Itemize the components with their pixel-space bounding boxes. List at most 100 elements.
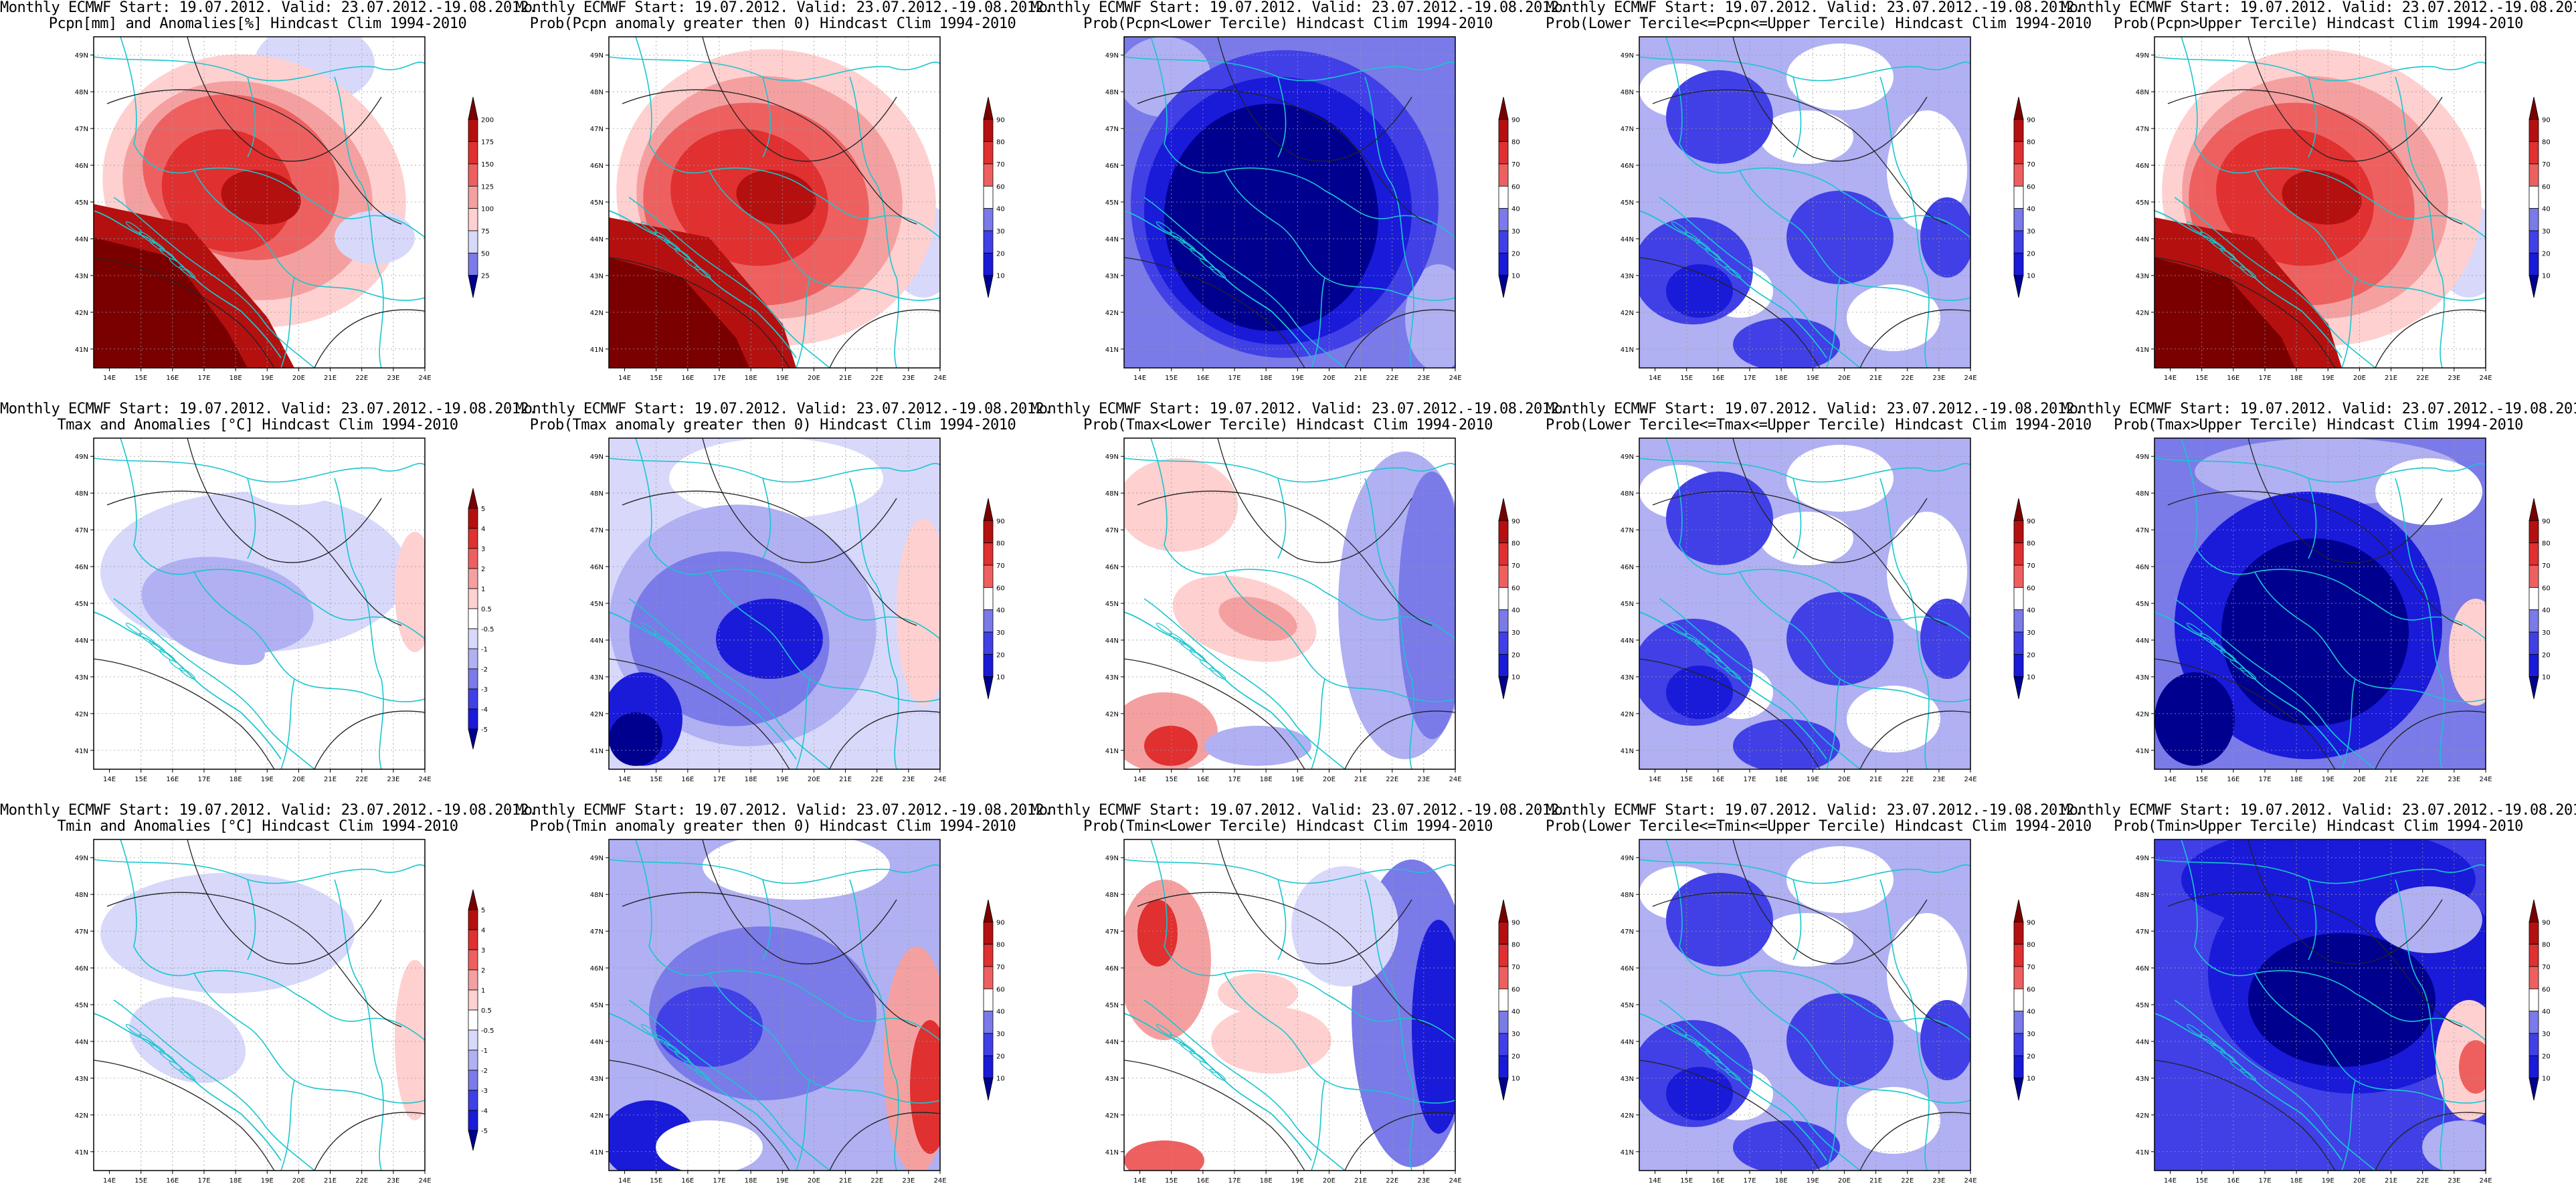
y-tick-label: 45N <box>1621 601 1634 608</box>
y-tick-label: 47N <box>1621 928 1634 936</box>
x-tick-label: 20E <box>1323 1177 1336 1185</box>
legend-swatch <box>983 609 994 633</box>
y-tick-label: 42N <box>1621 1112 1634 1120</box>
legend-label: -3 <box>481 686 488 694</box>
color-legend: 200 175 150 125 100 75 50 25 <box>468 96 494 298</box>
color-legend: 90 80 70 60 40 30 20 10 <box>1498 498 1520 700</box>
legend-label: 2 <box>481 967 485 975</box>
legend-label: 30 <box>2027 629 2035 637</box>
legend-swatch <box>983 275 994 298</box>
x-tick-label: 15E <box>1680 776 1693 783</box>
x-tick-label: 15E <box>1680 375 1693 382</box>
x-tick-label: 24E <box>418 776 431 783</box>
x-tick-label: 18E <box>1775 375 1788 382</box>
legend-label: 90 <box>2542 518 2551 525</box>
y-tick-label: 48N <box>2136 89 2149 96</box>
x-tick-label: 17E <box>713 375 725 382</box>
color-legend: 90 80 70 60 40 30 20 10 <box>2013 899 2035 1101</box>
legend-label: 70 <box>2542 161 2551 169</box>
color-legend: 90 80 70 60 40 30 20 10 <box>1498 899 1520 1101</box>
legend-swatch <box>2013 966 2024 989</box>
y-tick-label: 44N <box>590 236 604 243</box>
legend-swatch <box>468 141 478 165</box>
legend-swatch <box>468 708 478 730</box>
y-tick-label: 44N <box>1621 637 1634 645</box>
legend-swatch <box>983 1033 994 1056</box>
x-tick-label: 19E <box>1291 1177 1304 1185</box>
panel-header-line: Monthly ECMWF Start: 19.07.2012. Valid: … <box>1546 401 2083 417</box>
x-tick-label: 14E <box>2164 1177 2177 1185</box>
panel-title: Prob(Tmax anomaly greater then 0) Hindca… <box>529 417 1016 433</box>
x-tick-label: 21E <box>1869 375 1882 382</box>
legend-label: 60 <box>2542 585 2551 592</box>
y-tick-label: 49N <box>1105 454 1119 461</box>
legend-label: 30 <box>1511 228 1520 235</box>
color-legend: 90 80 70 60 40 30 20 10 <box>2528 899 2551 1101</box>
x-tick-label: 23E <box>387 1177 399 1185</box>
x-tick-label: 19E <box>261 1177 274 1185</box>
x-tick-label: 16E <box>166 776 179 783</box>
legend-label: 25 <box>481 273 490 280</box>
legend-swatch <box>983 230 994 254</box>
legend-swatch <box>2013 587 2024 611</box>
x-tick-label: 24E <box>933 1177 946 1185</box>
x-tick-label: 22E <box>1386 375 1398 382</box>
y-tick-label: 48N <box>590 490 604 498</box>
legend-label: 90 <box>996 919 1005 926</box>
legend-label: 30 <box>2027 228 2035 235</box>
legend-label: 80 <box>2542 540 2551 548</box>
x-tick-label: 15E <box>2195 375 2208 382</box>
legend-label: 20 <box>1511 250 1520 258</box>
y-tick-label: 46N <box>1105 965 1119 973</box>
x-tick-label: 16E <box>681 1177 694 1185</box>
legend-label: 10 <box>2027 1076 2035 1083</box>
legend-label: 5 <box>481 506 485 513</box>
x-tick-label: 14E <box>2164 776 2177 783</box>
map-panel: Monthly ECMWF Start: 19.07.2012. Valid: … <box>0 401 537 803</box>
y-tick-label: 42N <box>2136 711 2149 718</box>
legend-swatch <box>2013 230 2024 254</box>
y-tick-label: 49N <box>1105 855 1119 862</box>
y-tick-label: 43N <box>2136 273 2149 280</box>
x-tick-label: 15E <box>1680 1177 1693 1185</box>
y-tick-label: 44N <box>2136 1039 2149 1046</box>
panel-header-line: Monthly ECMWF Start: 19.07.2012. Valid: … <box>515 0 1052 16</box>
panel-header-line: Monthly ECMWF Start: 19.07.2012. Valid: … <box>1546 802 2083 819</box>
legend-swatch <box>468 1070 478 1091</box>
legend-swatch <box>2013 565 2024 588</box>
x-tick-label: 19E <box>776 1177 789 1185</box>
y-tick-label: 42N <box>2136 1112 2149 1120</box>
x-tick-label: 15E <box>2195 776 2208 783</box>
legend-swatch <box>983 676 994 700</box>
y-tick-label: 47N <box>2136 928 2149 936</box>
panel-title: Prob(Lower Tercile<=Tmin<=Upper Tercile)… <box>1546 818 2092 835</box>
y-tick-label: 49N <box>590 855 604 862</box>
x-tick-label: 19E <box>1807 776 1819 783</box>
legend-label: 70 <box>1511 161 1520 169</box>
legend-label: 80 <box>2027 942 2035 949</box>
legend-label: 20 <box>996 651 1005 659</box>
x-tick-label: 17E <box>1743 375 1756 382</box>
legend-label: 1 <box>481 586 485 593</box>
legend-label: 2 <box>481 566 485 573</box>
legend-swatch <box>468 889 478 910</box>
legend-swatch <box>1498 944 1509 967</box>
y-tick-label: 43N <box>2136 1076 2149 1083</box>
y-tick-label: 41N <box>590 748 604 755</box>
map-panel: Monthly ECMWF Start: 19.07.2012. Valid: … <box>1030 803 1568 1204</box>
x-tick-label: 19E <box>1807 1177 1819 1185</box>
y-tick-label: 47N <box>2136 527 2149 534</box>
legend-swatch <box>983 163 994 187</box>
y-tick-label: 47N <box>590 126 604 133</box>
legend-swatch <box>2528 966 2539 989</box>
legend-swatch <box>2528 185 2539 209</box>
x-tick-label: 23E <box>902 776 915 783</box>
x-tick-label: 22E <box>355 375 368 382</box>
legend-swatch <box>983 944 994 967</box>
legend-swatch <box>2013 96 2024 120</box>
legend-label: 40 <box>1511 607 1520 615</box>
y-tick-label: 43N <box>75 1076 88 1083</box>
x-tick-label: 24E <box>933 776 946 783</box>
x-tick-label: 14E <box>2164 375 2177 382</box>
x-tick-label: 17E <box>1743 1177 1756 1185</box>
